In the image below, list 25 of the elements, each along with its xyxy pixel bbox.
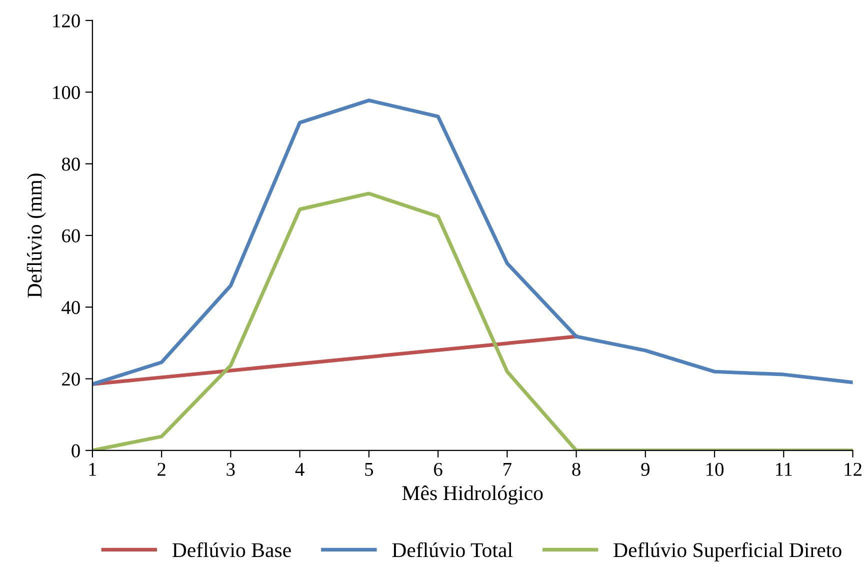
x-tick-label: 12 (844, 462, 862, 476)
x-axis-title: Mês Hidrológico (402, 485, 543, 504)
y-tick-label: 0 (72, 444, 80, 458)
y-tick-label: 20 (62, 372, 80, 386)
x-tick-label: 10 (706, 462, 724, 476)
x-tick-label: 1 (89, 462, 96, 476)
y-tick-label: 60 (62, 229, 80, 242)
x-tick-label: 9 (641, 462, 650, 476)
legend-label: Deflúvio Base (172, 542, 291, 558)
x-tick-label: 2 (158, 462, 166, 476)
x-tick-label: 11 (776, 462, 792, 476)
legend-label: Deflúvio Superficial Direto (614, 542, 842, 562)
y-tick-label: 100 (53, 86, 80, 100)
x-tick-label: 4 (295, 462, 304, 476)
y-tick-label: 80 (62, 158, 80, 171)
x-tick-label: 5 (365, 463, 374, 476)
line-series (92, 98, 853, 386)
x-tick-label: 3 (226, 462, 235, 476)
legend-label: Deflúvio Total (392, 542, 513, 558)
y-tick-label: 40 (62, 300, 80, 314)
y-tick-label: 120 (53, 14, 80, 28)
y-axis-title: Deflúvio (mm) (26, 174, 46, 298)
x-tick-label: 7 (504, 463, 512, 476)
x-tick-label: 8 (572, 462, 580, 476)
x-tick-label: 6 (434, 462, 442, 476)
